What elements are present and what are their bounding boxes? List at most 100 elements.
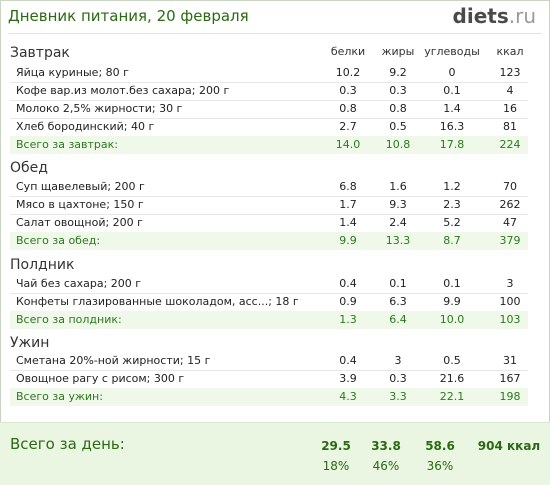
kcal-value: 70 bbox=[503, 180, 517, 193]
fat-value: 2.4 bbox=[389, 216, 407, 229]
table-row: Конфеты глазированные шоколадом, асс...;… bbox=[10, 293, 528, 312]
carbs-value: 21.6 bbox=[439, 372, 465, 385]
food-name: Молоко 2,5% жирности; 30 г bbox=[16, 102, 183, 115]
protein-value: 1.7 bbox=[339, 198, 357, 211]
table-row: Сметана 20%-ной жирности; 15 г 0.4 3 0.5… bbox=[10, 352, 528, 371]
kcal-value: 31 bbox=[503, 354, 517, 367]
fat-value: 9.3 bbox=[389, 198, 407, 211]
protein-value: 0.3 bbox=[339, 84, 357, 97]
food-name: Сметана 20%-ной жирности; 15 г bbox=[16, 354, 211, 367]
total-label: Всего за ужин: bbox=[16, 390, 103, 403]
protein-total: 9.9 bbox=[339, 234, 357, 247]
day-fat-total: 33.8 bbox=[371, 439, 401, 453]
fat-value: 0.1 bbox=[389, 277, 407, 290]
fat-value: 9.2 bbox=[389, 66, 407, 79]
section-title-snack: Полдник bbox=[10, 257, 75, 273]
section-title-lunch: Обед bbox=[10, 160, 48, 176]
header: Дневник питания, 20 февраля diets.ru bbox=[0, 0, 550, 32]
total-label: Всего за завтрак: bbox=[16, 138, 119, 151]
kcal-value: 123 bbox=[499, 66, 521, 79]
food-name: Конфеты глазированные шоколадом, асс...;… bbox=[16, 295, 299, 308]
day-total-label: Всего за день: bbox=[10, 435, 125, 453]
carbs-total: 22.1 bbox=[439, 390, 465, 403]
kcal-value: 16 bbox=[503, 102, 517, 115]
protein-value: 0.9 bbox=[339, 295, 357, 308]
day-protein-total: 29.5 bbox=[321, 439, 351, 453]
fat-value: 1.6 bbox=[389, 180, 407, 193]
kcal-value: 167 bbox=[499, 372, 521, 385]
table-row: Хлеб бородинский; 40 г 2.7 0.5 16.3 81 bbox=[10, 118, 528, 137]
table-row: Салат овощной; 200 г 1.4 2.4 5.2 47 bbox=[10, 214, 528, 233]
col-carbs-header: углеводы bbox=[424, 45, 480, 58]
col-kcal-header: ккал bbox=[496, 45, 524, 58]
protein-total: 1.3 bbox=[339, 313, 357, 326]
col-protein-header: белки bbox=[330, 45, 366, 58]
carbs-total: 17.8 bbox=[439, 138, 465, 151]
day-protein-pct: 18% bbox=[322, 459, 350, 473]
kcal-value: 3 bbox=[506, 277, 514, 290]
protein-value: 2.7 bbox=[339, 120, 357, 133]
food-name: Кофе вар.из молот.без сахара; 200 г bbox=[16, 84, 230, 97]
table-row: Чай без сахара; 200 г 0.4 0.1 0.1 3 bbox=[10, 275, 528, 294]
day-fat-pct: 46% bbox=[372, 459, 400, 473]
table-row: Кофе вар.из молот.без сахара; 200 г 0.3 … bbox=[10, 82, 528, 101]
protein-value: 6.8 bbox=[339, 180, 357, 193]
fat-value: 3 bbox=[394, 354, 402, 367]
table-row: Молоко 2,5% жирности; 30 г 0.8 0.8 1.4 1… bbox=[10, 100, 528, 119]
section-title-dinner: Ужин bbox=[10, 335, 50, 351]
table-row: Яйца куриные; 80 г 10.2 9.2 0 123 bbox=[10, 64, 528, 83]
day-total-panel: Всего за день: 29.5 33.8 58.6 904 ккал 1… bbox=[0, 422, 550, 485]
carbs-value: 0.5 bbox=[443, 354, 461, 367]
carbs-value: 0.1 bbox=[443, 277, 461, 290]
kcal-total: 103 bbox=[499, 313, 521, 326]
total-label: Всего за обед: bbox=[16, 234, 101, 247]
fat-value: 0.3 bbox=[389, 372, 407, 385]
food-name: Салат овощной; 200 г bbox=[16, 216, 143, 229]
total-label: Всего за полдник: bbox=[16, 313, 122, 326]
fat-value: 0.5 bbox=[389, 120, 407, 133]
food-name: Чай без сахара; 200 г bbox=[16, 277, 142, 290]
carbs-value: 9.9 bbox=[443, 295, 461, 308]
food-name: Хлеб бородинский; 40 г bbox=[16, 120, 155, 133]
section-title-breakfast: Завтрак bbox=[10, 45, 70, 61]
logo-main: diets bbox=[452, 4, 509, 28]
food-name: Суп щавелевый; 200 г bbox=[16, 180, 145, 193]
kcal-value: 262 bbox=[499, 198, 521, 211]
protein-value: 0.4 bbox=[339, 277, 357, 290]
fat-value: 0.8 bbox=[389, 102, 407, 115]
fat-total: 3.3 bbox=[389, 390, 407, 403]
kcal-value: 4 bbox=[506, 84, 514, 97]
day-carbs-total: 58.6 bbox=[425, 439, 455, 453]
table-row: Суп щавелевый; 200 г 6.8 1.6 1.2 70 bbox=[10, 178, 528, 197]
kcal-value: 100 bbox=[499, 295, 521, 308]
section-total-row: Всего за обед: 9.9 13.3 8.7 379 bbox=[10, 232, 528, 250]
fat-value: 6.3 bbox=[389, 295, 407, 308]
kcal-value: 81 bbox=[503, 120, 517, 133]
fat-value: 0.3 bbox=[389, 84, 407, 97]
carbs-total: 8.7 bbox=[443, 234, 461, 247]
carbs-value: 5.2 bbox=[443, 216, 461, 229]
header-divider bbox=[8, 33, 542, 34]
day-kcal-total: 904 ккал bbox=[477, 439, 541, 453]
table-row: Овощное рагу с рисом; 300 г 3.9 0.3 21.6… bbox=[10, 370, 528, 389]
carbs-total: 10.0 bbox=[439, 313, 465, 326]
fat-total: 6.4 bbox=[389, 313, 407, 326]
table-row: Мясо в цахтоне; 150 г 1.7 9.3 2.3 262 bbox=[10, 196, 528, 215]
kcal-total: 379 bbox=[499, 234, 521, 247]
carbs-value: 16.3 bbox=[439, 120, 465, 133]
fat-total: 10.8 bbox=[385, 138, 411, 151]
kcal-total: 198 bbox=[499, 390, 521, 403]
carbs-value: 0 bbox=[448, 66, 456, 79]
carbs-value: 2.3 bbox=[443, 198, 461, 211]
section-total-row: Всего за полдник: 1.3 6.4 10.0 103 bbox=[10, 311, 528, 329]
kcal-total: 224 bbox=[499, 138, 521, 151]
kcal-value: 47 bbox=[503, 216, 517, 229]
food-name: Яйца куриные; 80 г bbox=[16, 66, 129, 79]
protein-value: 10.2 bbox=[335, 66, 361, 79]
carbs-value: 1.4 bbox=[443, 102, 461, 115]
carbs-value: 0.1 bbox=[443, 84, 461, 97]
page-title: Дневник питания, 20 февраля bbox=[8, 7, 249, 25]
site-logo[interactable]: diets.ru bbox=[453, 4, 536, 28]
protein-value: 0.4 bbox=[339, 354, 357, 367]
section-total-row: Всего за ужин: 4.3 3.3 22.1 198 bbox=[10, 388, 528, 406]
